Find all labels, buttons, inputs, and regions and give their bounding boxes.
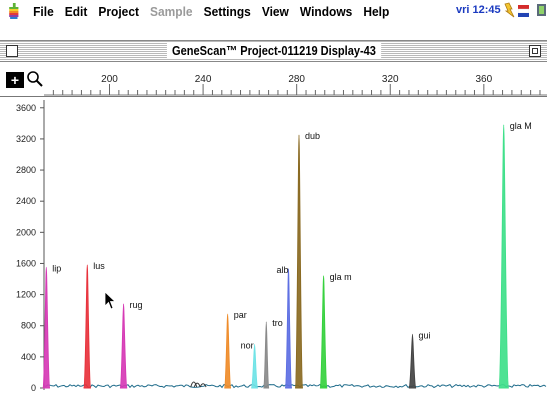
peak-lip — [42, 266, 51, 389]
minor-peak — [190, 381, 198, 388]
y-tick-label: 0 — [31, 383, 36, 393]
menu-project[interactable]: Project — [98, 3, 139, 19]
magnifier-icon[interactable] — [26, 70, 44, 88]
menu-edit[interactable]: Edit — [64, 3, 88, 19]
peak-label: nor — [241, 340, 254, 350]
peak-alb — [284, 268, 293, 389]
x-tick-label: 280 — [288, 74, 305, 85]
menubar-clock[interactable]: vri 12:45 — [456, 4, 501, 16]
peak-label: gla M — [510, 121, 532, 131]
peak-rug — [119, 303, 128, 389]
menu-file[interactable]: File — [33, 3, 54, 19]
y-tick-label: 1200 — [16, 290, 36, 300]
y-tick-label: 1600 — [16, 258, 36, 268]
x-tick-label: 200 — [101, 74, 118, 85]
peak-label: tro — [272, 318, 283, 328]
peak-label: gla m — [330, 272, 352, 282]
apple-menu-icon[interactable] — [7, 3, 20, 19]
peak-label: lus — [93, 261, 105, 271]
menu-windows[interactable]: Windows — [299, 3, 353, 19]
baseline-noise-trace — [43, 383, 547, 389]
peak-label: gui — [419, 330, 431, 340]
y-tick-label: 400 — [21, 352, 36, 362]
close-box-icon[interactable] — [6, 45, 18, 57]
pointer-app-icon[interactable] — [502, 2, 516, 18]
peak-nor — [250, 343, 259, 389]
y-tick-label: 3200 — [16, 134, 36, 144]
menu-help[interactable]: Help — [363, 3, 390, 19]
menu-view[interactable]: View — [261, 3, 289, 19]
window-title: GeneScan™ Project-011219 Display-43 — [166, 43, 381, 58]
zoom-in-tool-icon[interactable]: + — [6, 72, 24, 88]
x-axis-ruler: 200 240 280 320 360 — [44, 74, 547, 96]
x-tick-label: 360 — [475, 74, 492, 85]
peak-par — [223, 313, 232, 389]
x-tick-label: 240 — [195, 74, 212, 85]
electropherogram-chart: 0 400 800 1200 1600 2000 2400 2800 3200 3600 lip lu… — [16, 100, 547, 393]
y-tick-label: 2800 — [16, 165, 36, 175]
mouse-pointer-icon — [104, 291, 116, 310]
peak-label: dub — [305, 131, 320, 141]
peak-dub — [294, 134, 304, 389]
peak-label: rug — [130, 300, 143, 310]
y-tick-label: 2000 — [16, 227, 36, 237]
peak-label: par — [234, 310, 247, 320]
menu-sample: Sample — [150, 3, 193, 19]
flag-icon[interactable] — [517, 4, 530, 17]
peak-gla-m — [319, 275, 328, 389]
peak-tro — [262, 321, 270, 389]
x-tick-label: 320 — [382, 74, 399, 85]
minor-peak — [199, 383, 207, 388]
peak-label: lip — [52, 263, 61, 273]
peak-gui — [408, 333, 417, 389]
application-menu-icon[interactable] — [536, 2, 547, 18]
menu-bar: File Edit Project Sample Settings View W… — [0, 0, 504, 22]
peak-gla-m — [498, 124, 510, 389]
peak-label: alb — [277, 265, 289, 275]
peak-lus — [83, 264, 92, 389]
y-tick-label: 2400 — [16, 196, 36, 206]
window-titlebar[interactable]: GeneScan™ Project-011219 Display-43 — [0, 40, 547, 62]
y-tick-label: 3600 — [16, 103, 36, 113]
menu-settings[interactable]: Settings — [203, 3, 251, 19]
y-tick-label: 800 — [21, 321, 36, 331]
zoom-box-icon[interactable] — [529, 45, 541, 57]
minor-peak — [193, 382, 201, 388]
